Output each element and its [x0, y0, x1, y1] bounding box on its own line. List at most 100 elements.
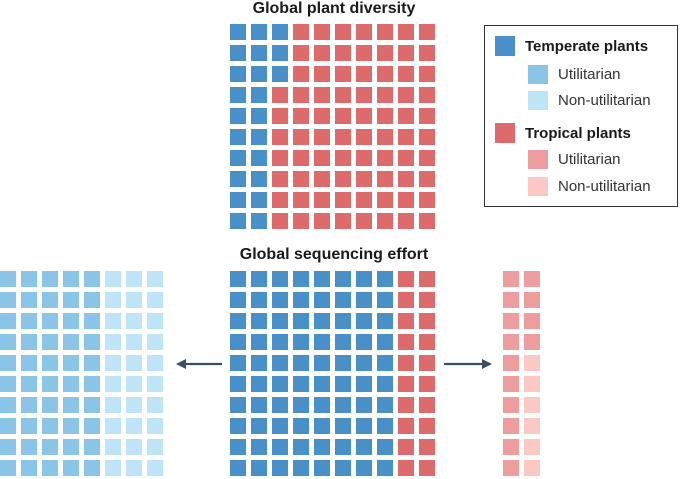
- waffle-cell: [335, 66, 351, 82]
- waffle-cell: [356, 150, 372, 166]
- waffle-cell: [42, 397, 58, 413]
- waffle-cell: [503, 397, 519, 413]
- legend-swatch-temperate: [495, 36, 515, 56]
- waffle-cell: [419, 213, 435, 229]
- waffle-cell: [398, 66, 414, 82]
- waffle-cell: [147, 292, 163, 308]
- waffle-cell: [251, 171, 267, 187]
- waffle-cell: [398, 150, 414, 166]
- waffle-cell: [314, 87, 330, 103]
- waffle-cell: [293, 313, 309, 329]
- waffle-cell: [398, 87, 414, 103]
- waffle-cell: [293, 292, 309, 308]
- waffle-cell: [377, 355, 393, 371]
- waffle-cell: [377, 129, 393, 145]
- waffle-cell: [105, 439, 121, 455]
- waffle-cell: [377, 271, 393, 287]
- waffle-cell: [293, 376, 309, 392]
- waffle-cell: [293, 460, 309, 476]
- waffle-tropical-breakdown: [503, 271, 540, 476]
- waffle-cell: [105, 271, 121, 287]
- waffle-cell: [356, 213, 372, 229]
- waffle-cell: [230, 292, 246, 308]
- waffle-cell: [230, 313, 246, 329]
- waffle-cell: [356, 397, 372, 413]
- legend-label-tropical: Tropical plants: [525, 124, 631, 142]
- waffle-cell: [356, 108, 372, 124]
- legend-label-tropical-non-utilitarian: Non-utilitarian: [558, 178, 651, 195]
- waffle-cell: [335, 460, 351, 476]
- waffle-cell: [377, 66, 393, 82]
- waffle-cell: [105, 292, 121, 308]
- waffle-plant-diversity: [230, 24, 435, 229]
- waffle-cell: [42, 376, 58, 392]
- waffle-cell: [335, 129, 351, 145]
- waffle-cell: [126, 292, 142, 308]
- waffle-cell: [63, 439, 79, 455]
- waffle-cell: [0, 292, 16, 308]
- waffle-cell: [398, 418, 414, 434]
- waffle-cell: [335, 24, 351, 40]
- waffle-cell: [293, 171, 309, 187]
- waffle-cell: [230, 87, 246, 103]
- waffle-cell: [524, 355, 540, 371]
- waffle-cell: [293, 24, 309, 40]
- waffle-cell: [251, 108, 267, 124]
- waffle-cell: [272, 418, 288, 434]
- waffle-cell: [419, 376, 435, 392]
- waffle-cell: [314, 292, 330, 308]
- waffle-cell: [356, 355, 372, 371]
- waffle-cell: [335, 45, 351, 61]
- waffle-cell: [398, 355, 414, 371]
- waffle-cell: [63, 376, 79, 392]
- waffle-cell: [377, 171, 393, 187]
- waffle-cell: [21, 313, 37, 329]
- waffle-cell: [335, 192, 351, 208]
- waffle-cell: [398, 171, 414, 187]
- waffle-cell: [0, 313, 16, 329]
- waffle-cell: [335, 108, 351, 124]
- waffle-cell: [42, 271, 58, 287]
- waffle-cell: [335, 87, 351, 103]
- waffle-cell: [419, 108, 435, 124]
- waffle-cell: [147, 439, 163, 455]
- waffle-cell: [42, 292, 58, 308]
- waffle-cell: [293, 45, 309, 61]
- waffle-cell: [84, 271, 100, 287]
- waffle-cell: [398, 313, 414, 329]
- waffle-cell: [84, 397, 100, 413]
- legend: Temperate plants Utilitarian Non-utilita…: [484, 25, 678, 207]
- waffle-cell: [377, 150, 393, 166]
- waffle-cell: [0, 334, 16, 350]
- legend-swatch-tropical-non-utilitarian: [528, 177, 548, 196]
- waffle-cell: [105, 376, 121, 392]
- waffle-cell: [251, 129, 267, 145]
- waffle-sequencing-effort: [230, 271, 435, 476]
- waffle-cell: [377, 24, 393, 40]
- waffle-cell: [105, 334, 121, 350]
- waffle-cell: [356, 45, 372, 61]
- waffle-cell: [377, 376, 393, 392]
- waffle-cell: [21, 355, 37, 371]
- arrow-left-head: [176, 359, 186, 369]
- waffle-cell: [272, 213, 288, 229]
- waffle-cell: [251, 439, 267, 455]
- waffle-cell: [398, 292, 414, 308]
- waffle-cell: [335, 292, 351, 308]
- waffle-cell: [42, 355, 58, 371]
- waffle-cell: [230, 376, 246, 392]
- waffle-cell: [251, 397, 267, 413]
- waffle-cell: [293, 108, 309, 124]
- waffle-cell: [293, 129, 309, 145]
- waffle-cell: [84, 313, 100, 329]
- waffle-cell: [356, 292, 372, 308]
- waffle-cell: [293, 150, 309, 166]
- waffle-cell: [63, 355, 79, 371]
- waffle-cell: [419, 292, 435, 308]
- waffle-cell: [524, 397, 540, 413]
- legend-label-temperate-non-utilitarian: Non-utilitarian: [558, 92, 651, 109]
- waffle-cell: [419, 66, 435, 82]
- waffle-cell: [84, 376, 100, 392]
- waffle-cell: [230, 171, 246, 187]
- waffle-cell: [147, 313, 163, 329]
